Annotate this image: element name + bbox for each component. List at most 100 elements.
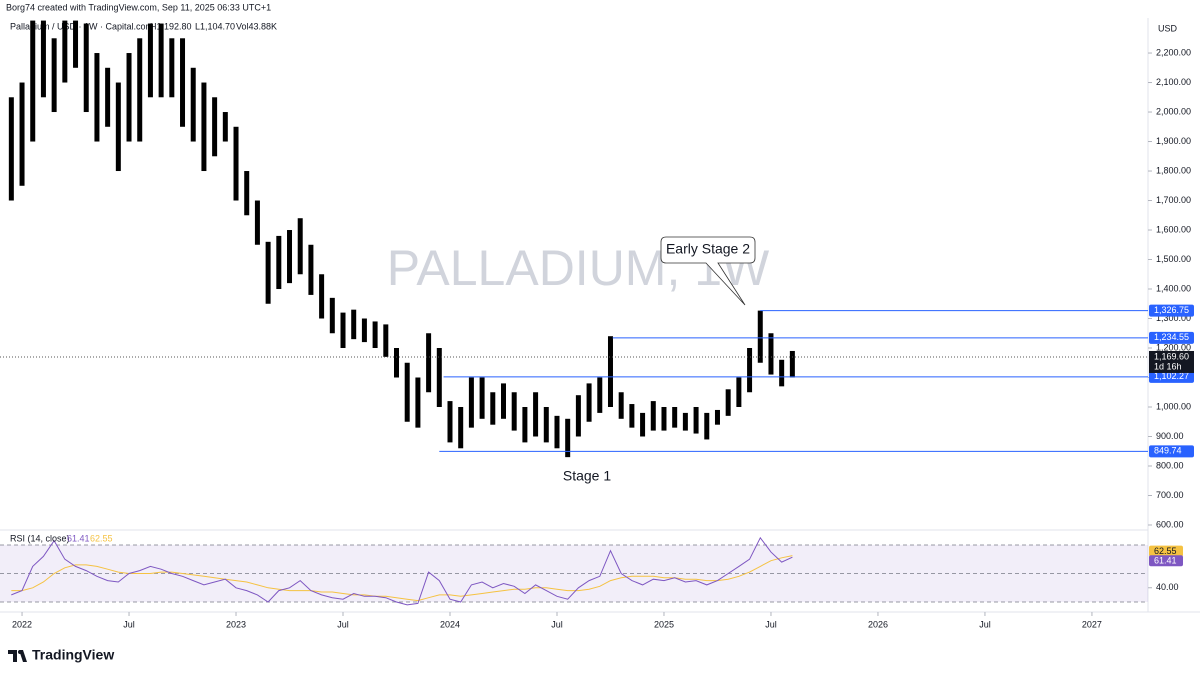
x-tick-label: Jul	[765, 619, 777, 629]
countdown-label: 1d 16h	[1154, 361, 1182, 371]
price-bar	[725, 389, 731, 416]
price-bar	[779, 359, 785, 387]
price-bar	[500, 383, 506, 419]
price-bar	[94, 53, 100, 142]
logo-mark	[8, 650, 27, 662]
price-bar	[543, 406, 549, 443]
y-tick-label: 1,200.00	[1156, 342, 1191, 352]
level-label: 849.74	[1154, 446, 1182, 456]
x-tick-label: 2027	[1082, 619, 1102, 629]
annotation: Early Stage 2	[666, 241, 750, 257]
last-price-box	[1149, 350, 1194, 373]
price-bar	[265, 241, 271, 304]
price-bar	[190, 67, 196, 142]
price-bar	[137, 38, 143, 142]
price-bar	[672, 406, 678, 428]
x-tick-label: Jul	[551, 619, 563, 629]
price-bar	[222, 112, 228, 142]
price-bar	[158, 23, 164, 98]
price-bar	[640, 412, 646, 437]
price-bar	[789, 350, 795, 378]
price-bar	[586, 383, 592, 422]
level-label-box	[1149, 370, 1194, 383]
price-bar	[661, 406, 667, 431]
price-bar	[244, 171, 250, 216]
price-bar	[704, 412, 710, 440]
price-bar	[308, 244, 314, 295]
high-value: H1,192.80	[150, 21, 192, 31]
y-tick-label: 700.00	[1156, 490, 1184, 500]
y-tick-label: 600.00	[1156, 519, 1184, 529]
y-tick-label: 1,300.00	[1156, 313, 1191, 323]
y-tick-label: 1,900.00	[1156, 136, 1191, 146]
price-bar	[51, 38, 57, 113]
y-tick-label: 1,400.00	[1156, 283, 1191, 293]
price-bar	[19, 82, 25, 186]
price-bar	[607, 336, 613, 407]
currency-unit: USD	[1158, 23, 1178, 33]
rsi-value-label: 62.55	[1154, 546, 1177, 556]
price-bar	[212, 97, 218, 157]
y-tick-label: 1,500.00	[1156, 254, 1191, 264]
price-bar	[233, 126, 239, 201]
price-bar	[287, 230, 293, 284]
price-bar	[747, 348, 753, 393]
rsi-legend: RSI (14, close)	[10, 533, 70, 543]
price-bar	[83, 23, 89, 113]
callout-box	[660, 236, 756, 306]
x-tick-label: 2025	[654, 619, 674, 629]
price-bar	[126, 53, 132, 142]
price-bar	[340, 312, 346, 349]
price-bar	[522, 406, 528, 443]
price-bar	[458, 406, 464, 449]
x-tick-label: Jul	[337, 619, 349, 629]
price-bar	[201, 82, 207, 172]
y-tick-label: 2,200.00	[1156, 47, 1191, 57]
y-tick-label: 800.00	[1156, 460, 1184, 470]
price-bar	[276, 235, 282, 290]
price-bar	[575, 395, 581, 437]
price-bar	[404, 362, 410, 422]
y-tick-label: 1,600.00	[1156, 224, 1191, 234]
price-bar	[40, 20, 46, 98]
level-label: 1,234.55	[1154, 332, 1189, 342]
price-bar	[714, 409, 720, 425]
price-bar	[490, 392, 496, 425]
rsi-value-label: 61.41	[1154, 556, 1177, 566]
price-bar	[147, 23, 153, 98]
last-price-label: 1,169.60	[1154, 351, 1189, 361]
credit: Borg74 created with TradingView.com, Sep…	[6, 2, 271, 12]
price-bar	[629, 404, 635, 428]
price-bar	[383, 324, 389, 357]
price-bar	[436, 348, 442, 407]
low-value: L1,104.70	[195, 21, 235, 31]
x-tick-label: 2026	[868, 619, 888, 629]
price-bar	[361, 318, 367, 343]
price-bar	[73, 20, 79, 68]
price-bar	[468, 377, 474, 428]
rsi-line	[11, 555, 793, 602]
level-label-box	[1149, 445, 1194, 458]
rsi-legend-value: 62.55	[90, 533, 113, 543]
volume-value: Vol43.88K	[236, 21, 277, 31]
price-bar	[180, 38, 186, 127]
level-label: 1,102.27	[1154, 371, 1189, 381]
y-tick-label: 900.00	[1156, 431, 1184, 441]
price-bar	[447, 401, 453, 443]
logo-text: TradingView	[32, 647, 114, 663]
price-bar	[115, 82, 121, 172]
price-bar	[533, 392, 539, 437]
x-tick-label: 2022	[12, 619, 32, 629]
level-label: 1,326.75	[1154, 305, 1189, 315]
price-bar	[650, 401, 656, 431]
y-tick-label: 1,800.00	[1156, 165, 1191, 175]
logo-dot	[18, 650, 22, 654]
price-bar	[319, 274, 325, 319]
price-bar	[554, 415, 560, 449]
price-bar	[757, 310, 763, 363]
x-tick-label: 2023	[226, 619, 246, 629]
x-tick-label: 2024	[440, 619, 460, 629]
price-bar	[297, 218, 303, 275]
